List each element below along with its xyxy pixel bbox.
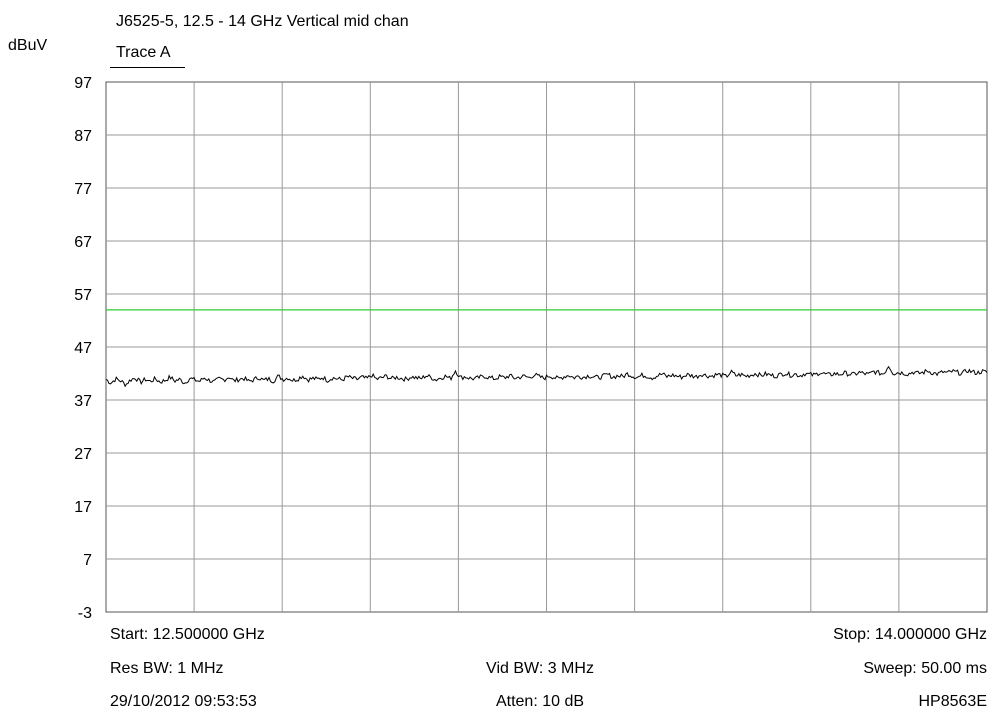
y-tick-label: 77 [74, 181, 92, 198]
y-tick-label: 87 [74, 128, 92, 145]
trace-label: Trace A [116, 44, 171, 61]
instrument-model: HP8563E [918, 693, 988, 710]
y-axis-tick-labels: 97 87 77 67 57 47 37 27 17 7 -3 [74, 75, 92, 622]
timestamp: 29/10/2012 09:53:53 [110, 693, 257, 710]
y-tick-label: 97 [74, 75, 92, 92]
y-tick-label: 7 [83, 552, 92, 569]
sweep-time: Sweep: 50.00 ms [863, 660, 987, 677]
attenuation: Atten: 10 dB [495, 693, 585, 710]
y-tick-label: -3 [78, 605, 92, 622]
y-tick-label: 17 [74, 499, 92, 516]
start-frequency: Start: 12.500000 GHz [110, 626, 265, 643]
resolution-bandwidth: Res BW: 1 MHz [110, 660, 224, 677]
y-tick-label: 57 [74, 287, 92, 304]
y-tick-label: 37 [74, 393, 92, 410]
stop-frequency: Stop: 14.000000 GHz [833, 626, 987, 643]
trace-label-underline [110, 67, 185, 68]
trace-a-line [105, 365, 988, 388]
y-tick-label: 47 [74, 340, 92, 357]
y-unit-label: dBuV [8, 37, 48, 54]
plot-grid [105, 81, 988, 613]
video-bandwidth: Vid BW: 3 MHz [486, 660, 594, 677]
chart-title: J6525-5, 12.5 - 14 GHz Vertical mid chan [116, 13, 409, 30]
y-tick-label: 67 [74, 234, 92, 251]
y-tick-label: 27 [74, 446, 92, 463]
